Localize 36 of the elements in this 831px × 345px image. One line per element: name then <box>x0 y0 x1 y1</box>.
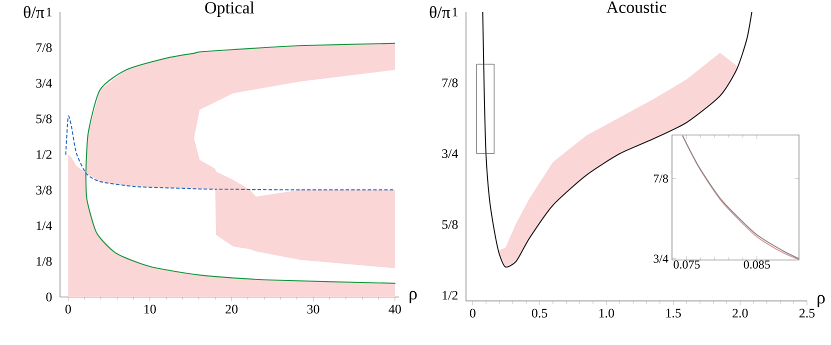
x-tick-label: 2.5 <box>799 308 815 318</box>
y-tick-label: 3/4 <box>442 149 458 158</box>
x-tick-label: 0 <box>470 308 476 318</box>
y-tick-label: 1/8 <box>36 256 52 266</box>
x-axis-title: ρ <box>410 290 417 304</box>
y-tick-label: 1/2 <box>442 290 458 300</box>
x-tick-label: 20 <box>226 304 238 314</box>
x-tick-label: 0.075 <box>674 260 700 269</box>
x-tick-label: 1.5 <box>666 308 681 318</box>
x-tick-label: 0.085 <box>744 260 770 269</box>
y-tick-label: 7/8 <box>654 174 668 183</box>
y-tick-label: 1/2 <box>36 150 52 159</box>
y-tick-label: 7/8 <box>442 78 458 88</box>
line-series <box>65 115 396 190</box>
chart-title: Acoustic <box>606 2 666 13</box>
y-axis-title: θ/π <box>24 6 44 18</box>
x-tick-label: 30 <box>307 304 320 314</box>
y-tick-label: 1 <box>452 8 458 16</box>
y-tick-label: 1 <box>46 8 52 16</box>
y-tick-label: 3/8 <box>36 186 52 194</box>
y-tick-label: 1/4 <box>36 221 52 230</box>
y-tick-label: 0 <box>46 292 52 302</box>
y-tick-label: 5/8 <box>442 220 458 229</box>
chart-title: Optical <box>205 2 254 17</box>
y-tick-label: 7/8 <box>36 43 52 52</box>
x-tick-label: 0 <box>65 304 71 314</box>
x-tick-label: 0.5 <box>532 308 548 318</box>
y-tick-label: 3/4 <box>654 254 668 263</box>
y-tick-label: 5/8 <box>36 114 52 124</box>
x-tick-label: 10 <box>144 304 156 314</box>
y-tick-label: 3/4 <box>36 78 52 88</box>
x-tick-label: 2.0 <box>732 308 748 318</box>
x-tick-label: 40 <box>388 304 401 314</box>
x-tick-label: 1.0 <box>599 308 614 318</box>
x-axis-title: ρ <box>818 294 825 308</box>
y-axis-title: θ/π <box>430 6 450 18</box>
